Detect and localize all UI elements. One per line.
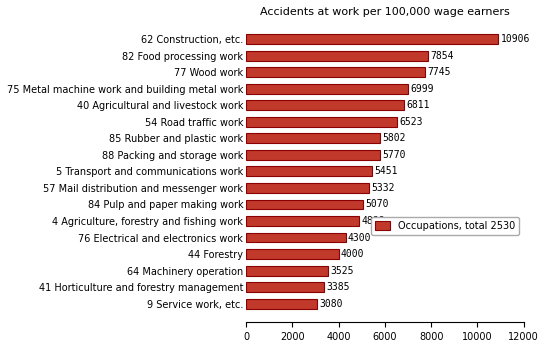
Bar xyxy=(246,216,359,226)
Text: 6811: 6811 xyxy=(406,100,430,110)
Text: 4000: 4000 xyxy=(341,249,364,259)
Text: 3525: 3525 xyxy=(330,266,353,276)
Bar xyxy=(246,299,317,309)
Text: 5332: 5332 xyxy=(372,183,395,193)
Bar xyxy=(246,183,370,193)
Text: 7745: 7745 xyxy=(428,67,451,77)
Text: 6999: 6999 xyxy=(410,84,434,94)
Text: 6523: 6523 xyxy=(399,117,423,127)
Title: Accidents at work per 100,000 wage earners: Accidents at work per 100,000 wage earne… xyxy=(260,7,510,17)
Text: 3080: 3080 xyxy=(319,299,343,309)
Text: 7854: 7854 xyxy=(430,51,454,61)
Text: 5770: 5770 xyxy=(382,150,405,160)
Bar xyxy=(246,266,328,276)
Text: 4300: 4300 xyxy=(348,232,371,243)
Text: 5802: 5802 xyxy=(383,133,406,143)
Bar xyxy=(246,101,403,110)
Text: 4888: 4888 xyxy=(361,216,385,226)
Legend: Occupations, total 2530: Occupations, total 2530 xyxy=(371,217,519,235)
Bar xyxy=(246,166,372,176)
Bar xyxy=(246,249,339,259)
Bar xyxy=(246,200,364,209)
Bar xyxy=(246,67,425,77)
Text: 3385: 3385 xyxy=(327,282,350,292)
Bar xyxy=(246,51,428,61)
Bar xyxy=(246,34,498,44)
Text: 5070: 5070 xyxy=(366,200,389,209)
Bar xyxy=(246,150,379,160)
Text: 10906: 10906 xyxy=(501,34,530,44)
Bar xyxy=(246,84,408,94)
Text: 5451: 5451 xyxy=(375,166,398,176)
Bar xyxy=(246,117,397,127)
Bar xyxy=(246,133,381,143)
Bar xyxy=(246,232,346,243)
Bar xyxy=(246,282,324,292)
